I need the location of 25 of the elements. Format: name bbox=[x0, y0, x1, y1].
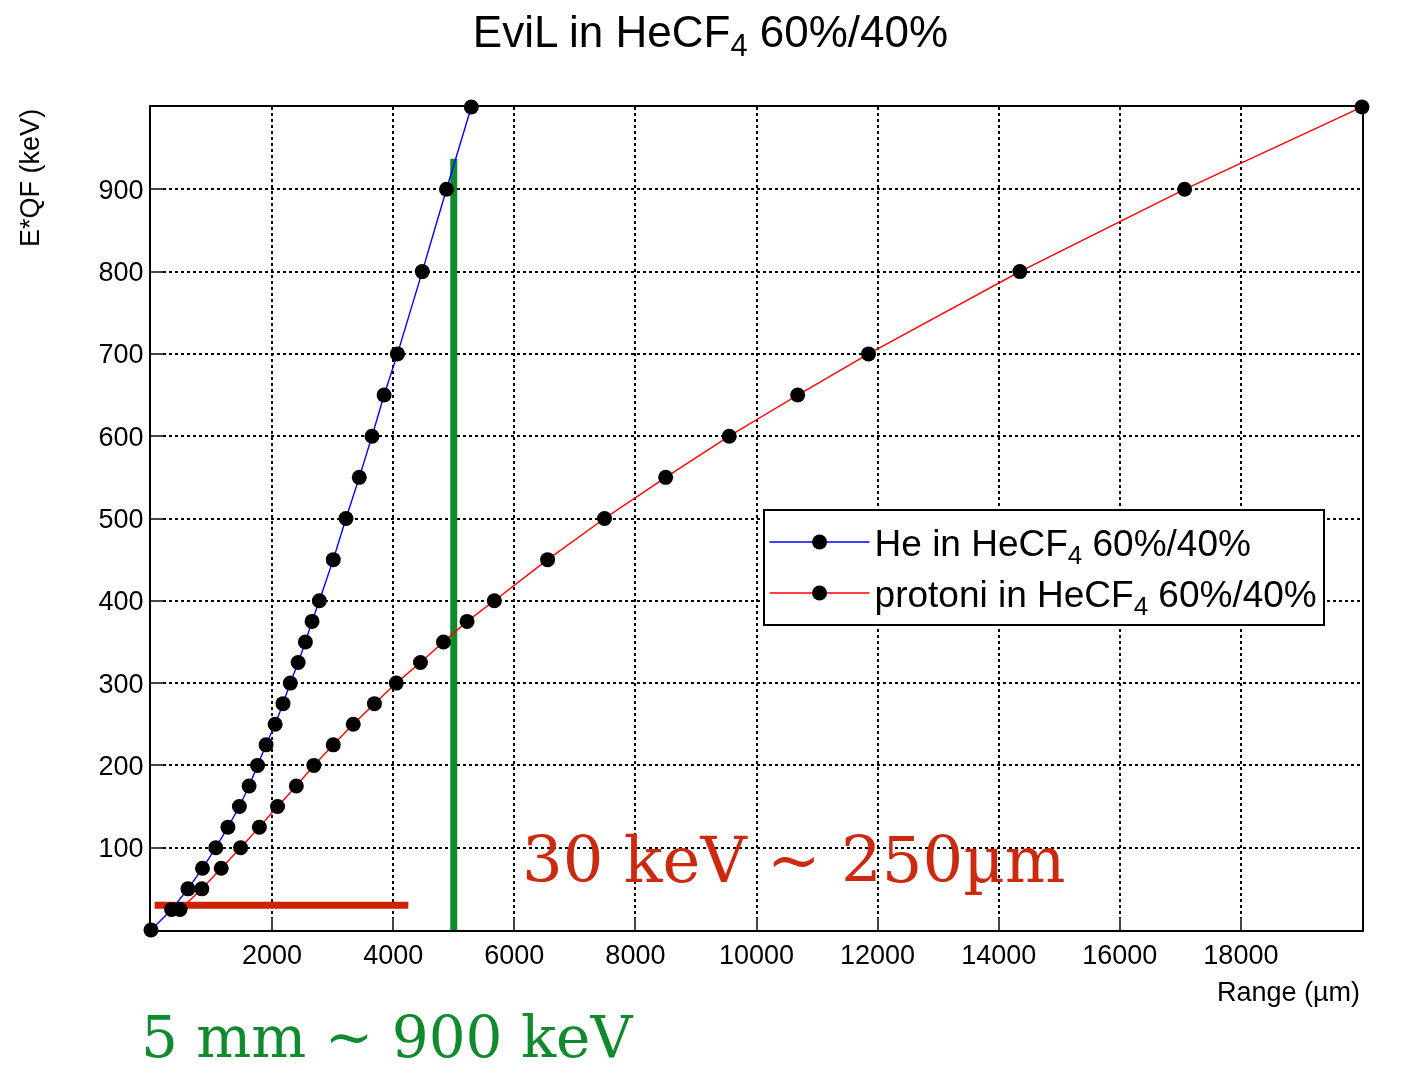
x-tick-label: 18000 bbox=[1203, 940, 1279, 971]
text: 5 mm ~ 900 keV bbox=[141, 1003, 634, 1071]
y-axis-title: E*QF (keV) bbox=[14, 108, 45, 247]
x-tick-label: 4000 bbox=[363, 940, 424, 971]
y-tick-label: 900 bbox=[98, 174, 144, 205]
legend-label: protoni in HeCF$_{4}$ 60%/40% bbox=[874, 574, 1317, 621]
y-tick-label: 600 bbox=[98, 421, 144, 452]
x-tick-label: 16000 bbox=[1082, 940, 1158, 971]
x-tick-label: 6000 bbox=[484, 940, 545, 971]
y-tick-label: 500 bbox=[98, 503, 144, 534]
y-tick-label: 700 bbox=[98, 339, 144, 370]
y-tick-label: 200 bbox=[98, 750, 144, 781]
y-tick-label: 400 bbox=[98, 586, 144, 617]
x-tick-label: 8000 bbox=[605, 940, 666, 971]
y-tick-label: 100 bbox=[98, 833, 144, 864]
x-tick-label: 2000 bbox=[242, 940, 303, 971]
x-tick-label: 14000 bbox=[961, 940, 1037, 971]
annotation: 30 keV ~ 250µm bbox=[522, 823, 1066, 897]
x-tick-label: 10000 bbox=[718, 940, 795, 971]
x-axis-title: Range (µm) bbox=[1217, 977, 1361, 1007]
chart-title: EviL in HeCF$_{4}$ 60%/40% bbox=[472, 7, 949, 64]
y-tick-label: 800 bbox=[98, 257, 144, 288]
x-tick-label: 12000 bbox=[840, 940, 916, 971]
legend-label: He in HeCF$_{4}$ 60%/40% bbox=[874, 523, 1251, 570]
y-tick-label: 300 bbox=[98, 668, 144, 699]
